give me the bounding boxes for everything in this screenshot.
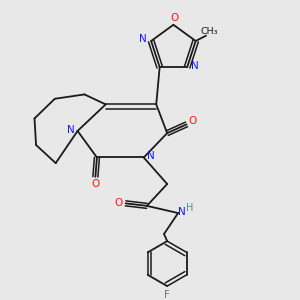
- Text: N: N: [68, 125, 75, 135]
- Text: N: N: [191, 61, 199, 70]
- Text: F: F: [164, 290, 170, 300]
- Text: N: N: [178, 207, 186, 217]
- Text: N: N: [140, 34, 147, 44]
- Text: CH₃: CH₃: [200, 27, 218, 36]
- Text: O: O: [91, 179, 100, 189]
- Text: N: N: [147, 151, 154, 161]
- Text: O: O: [188, 116, 196, 126]
- Text: O: O: [171, 13, 179, 23]
- Text: H: H: [186, 203, 194, 213]
- Text: O: O: [115, 198, 123, 208]
